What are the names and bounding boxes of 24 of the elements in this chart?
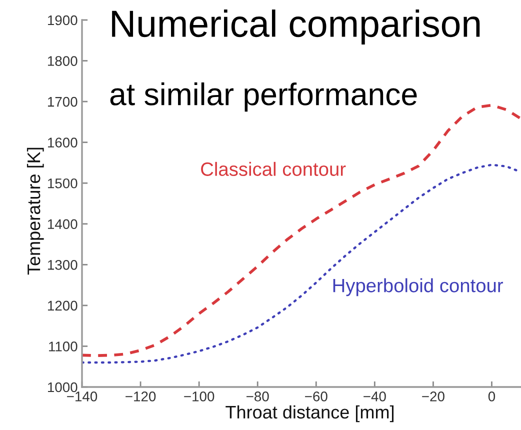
y-tick-label: 1600 — [48, 138, 78, 148]
x-tick-label: −20 — [422, 392, 444, 402]
text: at similar performance — [110, 82, 417, 112]
x-tick-label: −40 — [364, 392, 386, 402]
chart-title: Numerical comparison — [112, 10, 480, 44]
x-tick-label: −60 — [305, 392, 328, 402]
y-tick-label: 1000 — [48, 382, 78, 392]
series-label: Hyperboloid contour — [333, 278, 504, 296]
y-tick-label: 1400 — [48, 219, 78, 230]
series-label: Classical contour — [201, 162, 346, 176]
y-tick-label: 1900 — [48, 15, 78, 26]
x-tick-label: −80 — [246, 392, 269, 402]
y-tick-label: 1300 — [48, 260, 78, 270]
y-tick-label: 1700 — [48, 96, 78, 107]
x-tick-label: −100 — [184, 392, 214, 402]
y-tick-label: 1100 — [49, 342, 78, 352]
y-tick-label: 1500 — [48, 178, 78, 188]
x-axis-title: Throat distance [mm] — [226, 405, 394, 422]
x-tick-label: 0 — [488, 392, 496, 402]
x-tick-label: −140 — [67, 392, 98, 402]
y-axis-title: Temperature [K] — [26, 148, 44, 275]
x-tick-label: −120 — [126, 392, 156, 402]
y-tick-label: 1800 — [48, 56, 78, 66]
y-tick-label: 1200 — [48, 300, 78, 311]
